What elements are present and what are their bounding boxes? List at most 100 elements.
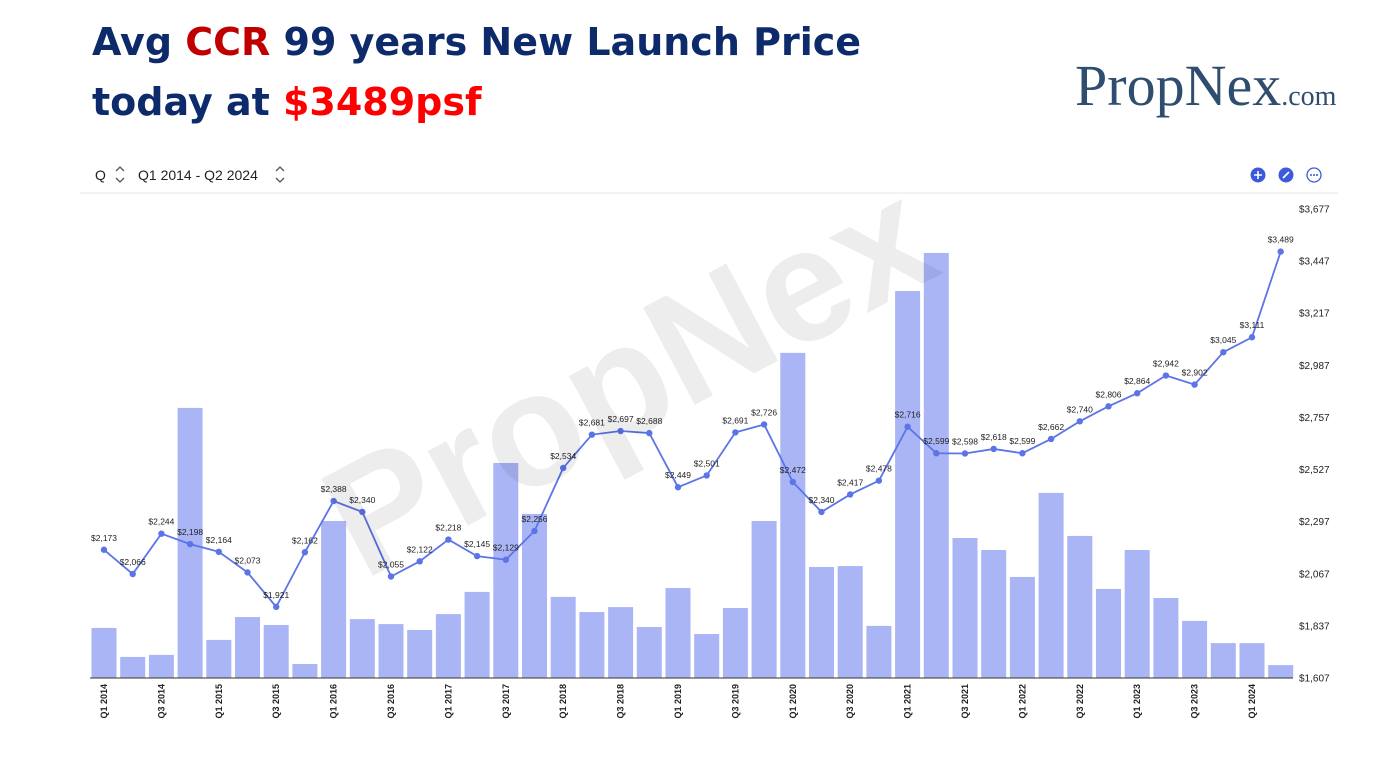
bar	[1268, 665, 1294, 678]
data-label: $2,066	[120, 557, 146, 567]
point	[416, 558, 423, 565]
x-tick-label: Q3 2014	[156, 684, 166, 719]
data-label: $2,716	[895, 410, 921, 420]
point	[818, 508, 825, 516]
point	[875, 477, 883, 484]
data-label: $3,111	[1240, 320, 1265, 330]
y-tick-label: $3,217	[1299, 309, 1330, 320]
x-tick-label: Q3 2018	[616, 684, 626, 719]
point	[186, 540, 194, 548]
logo-suffix: .com	[1281, 81, 1336, 112]
x-tick-label: Q3 2015	[271, 684, 281, 719]
data-label: $2,942	[1153, 359, 1179, 369]
point	[1162, 372, 1170, 379]
data-label: $2,340	[809, 495, 835, 505]
point	[1134, 390, 1141, 397]
x-tick-label: Q3 2020	[845, 684, 855, 719]
bar	[1239, 643, 1265, 678]
point	[273, 603, 280, 611]
point	[445, 536, 452, 543]
x-tick-label: Q3 2017	[501, 684, 511, 719]
point	[760, 421, 768, 428]
bar	[1124, 549, 1150, 678]
x-tick-label: Q1 2023	[1132, 684, 1142, 719]
bar	[349, 619, 375, 678]
point	[560, 464, 567, 472]
bar	[895, 291, 921, 678]
point	[1248, 334, 1256, 341]
bar	[321, 520, 347, 678]
point	[158, 530, 165, 537]
point	[387, 573, 395, 580]
title-segment: today at	[92, 80, 283, 124]
y-tick-label: $1,607	[1299, 674, 1330, 685]
bar	[1210, 643, 1236, 678]
data-label: $2,055	[378, 559, 404, 569]
more-button[interactable]	[1306, 167, 1322, 183]
y-tick-label: $1,837	[1299, 621, 1330, 632]
data-label: $2,417	[837, 477, 863, 487]
data-label: $2,388	[321, 484, 347, 494]
point	[473, 552, 481, 560]
data-label: $2,218	[435, 523, 461, 533]
x-tick-label: Q1 2021	[903, 684, 913, 719]
data-label: $2,864	[1124, 376, 1150, 386]
data-label: $2,534	[550, 451, 576, 461]
range-select[interactable]: Q1 2014 - Q2 2024	[138, 167, 258, 183]
title-segment: 99 years New Launch Price	[270, 20, 861, 64]
bar	[665, 588, 691, 678]
select-arrows	[115, 166, 125, 183]
point	[789, 478, 796, 486]
bar	[694, 634, 720, 678]
data-label: $2,472	[780, 465, 806, 475]
bar	[837, 566, 863, 678]
add-button[interactable]	[1250, 167, 1266, 183]
y-tick-label: $2,757	[1299, 413, 1330, 424]
data-label: $2,244	[148, 517, 174, 527]
point	[847, 491, 854, 498]
point	[129, 570, 136, 578]
data-label: $2,340	[349, 495, 375, 505]
data-label: $1,921	[263, 590, 289, 600]
period-select[interactable]: Q	[95, 167, 106, 183]
point	[674, 484, 682, 491]
point	[1047, 435, 1055, 443]
bar	[866, 625, 892, 678]
point	[502, 556, 509, 563]
bar	[952, 537, 978, 678]
point	[732, 429, 739, 436]
data-label: $2,618	[981, 432, 1007, 442]
data-label: $2,122	[407, 544, 433, 554]
data-label: $2,173	[91, 533, 117, 543]
y-tick-label: $3,447	[1299, 257, 1330, 268]
bar	[722, 607, 748, 678]
bar	[1182, 620, 1208, 678]
point	[244, 569, 251, 576]
point	[990, 445, 997, 453]
bar	[206, 639, 232, 678]
x-tick-label: Q3 2023	[1190, 684, 1200, 719]
bar	[263, 624, 289, 678]
data-label: $2,073	[235, 555, 261, 565]
x-tick-label: Q1 2018	[558, 684, 568, 719]
point	[531, 527, 538, 535]
data-label: $2,145	[464, 539, 490, 549]
x-tick-label: Q3 2019	[730, 684, 740, 719]
edit-button[interactable]	[1278, 167, 1294, 183]
data-label: $3,045	[1210, 335, 1236, 345]
data-label: $2,599	[923, 436, 949, 446]
title-segment: CCR	[185, 20, 270, 64]
x-tick-label: Q3 2022	[1075, 684, 1085, 719]
x-tick-label: Q1 2022	[1017, 684, 1027, 719]
x-tick-label: Q1 2019	[673, 684, 683, 719]
bar	[608, 607, 634, 678]
bar	[407, 629, 433, 678]
y-tick-label: $2,987	[1299, 361, 1330, 372]
logo: PropNex.com	[1075, 53, 1337, 118]
bar	[1038, 492, 1064, 678]
x-tick-label: Q3 2016	[386, 684, 396, 719]
data-label: $2,599	[1009, 436, 1035, 446]
bar	[550, 596, 576, 678]
x-tick-label: Q1 2014	[99, 684, 109, 719]
